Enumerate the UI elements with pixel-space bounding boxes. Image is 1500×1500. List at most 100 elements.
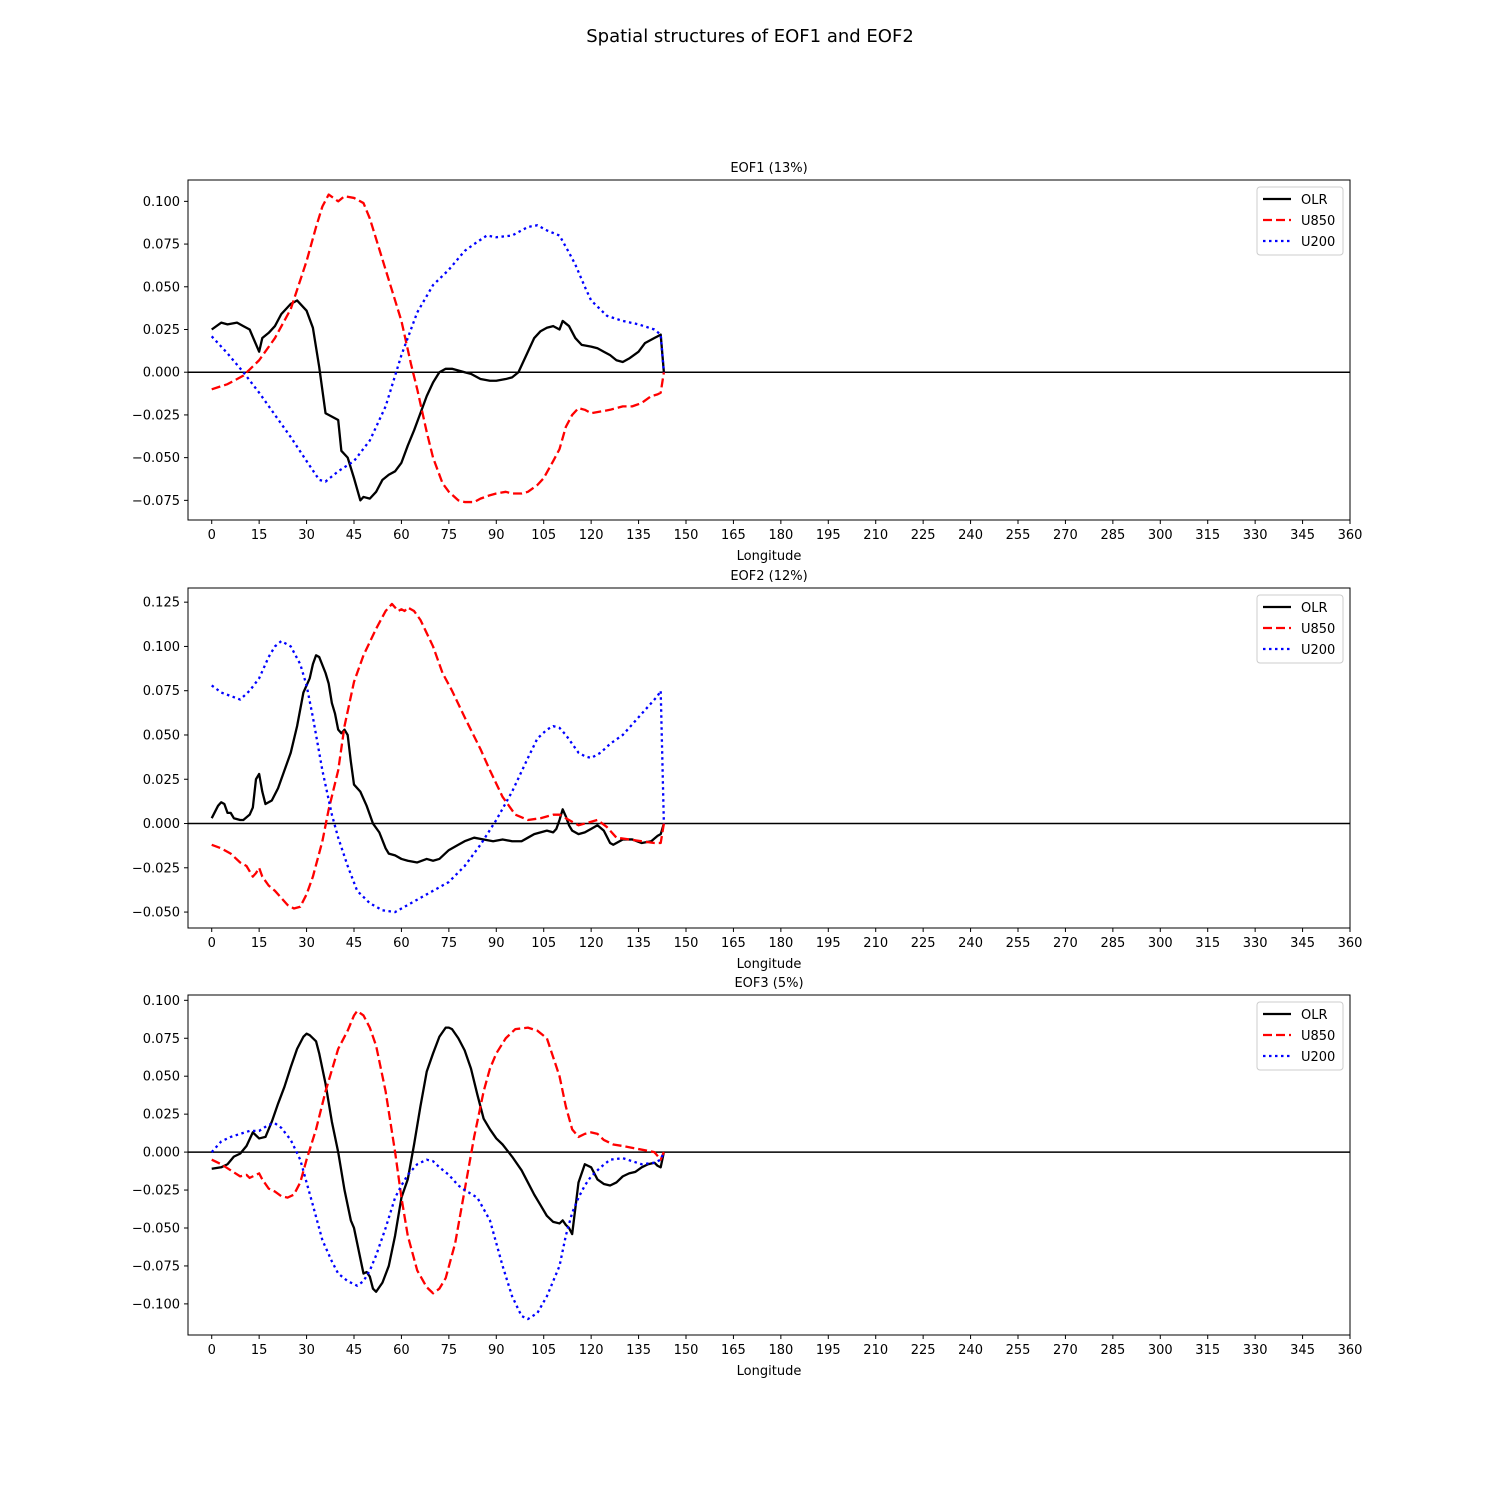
series-line-olr <box>211 1026 665 1293</box>
y-tick-label: −0.075 <box>132 494 180 509</box>
x-tick-label: 300 <box>1148 528 1173 543</box>
legend-label-u200: U200 <box>1301 235 1335 250</box>
x-tick-label: 120 <box>579 528 604 543</box>
y-tick-label: −0.050 <box>132 1221 180 1236</box>
legend: OLR U850 U200 <box>1256 1001 1344 1071</box>
series-line-u200 <box>210 1122 665 1321</box>
subplot-eof2: EOF2 (12%) 0 15 30 45 60 75 90 105 120 135 150 165 18… <box>132 569 1363 972</box>
y-tick-label: −0.100 <box>132 1297 180 1312</box>
x-tick-label: 315 <box>1195 528 1220 543</box>
y-tick-label: 0.075 <box>143 238 180 253</box>
x-axis-label: Longitude <box>737 549 802 564</box>
x-tick-label: 270 <box>1053 936 1078 951</box>
x-tick-label: 90 <box>488 936 505 951</box>
legend-label-u850: U850 <box>1301 1029 1335 1044</box>
x-tick-label: 210 <box>863 936 888 951</box>
y-tick-label: −0.025 <box>132 1184 180 1199</box>
x-tick-label: 180 <box>768 1343 793 1358</box>
x-tick-label: 225 <box>911 528 936 543</box>
y-tick-label: 0.100 <box>143 994 180 1009</box>
plot-area <box>188 1009 1350 1321</box>
y-tick-label: 0.025 <box>143 1108 180 1123</box>
x-tick-label: 195 <box>816 528 841 543</box>
x-tick-label: 255 <box>1006 528 1031 543</box>
x-tick-label: 0 <box>208 936 216 951</box>
y-tick-label: 0.025 <box>143 773 180 788</box>
axes-frame <box>187 994 1351 1336</box>
plot-area <box>188 602 1350 914</box>
x-tick-label: 195 <box>816 1343 841 1358</box>
x-tick-label: 45 <box>346 1343 363 1358</box>
series-line-olr <box>210 654 665 864</box>
x-tick-label: 15 <box>251 528 268 543</box>
legend: OLR U850 U200 <box>1256 186 1344 256</box>
x-tick-label: 45 <box>346 528 363 543</box>
legend-box <box>1256 594 1344 664</box>
x-tick-label: 30 <box>298 936 315 951</box>
x-tick-label: 210 <box>863 1343 888 1358</box>
x-tick-label: 15 <box>251 1343 268 1358</box>
y-tick-label: 0.050 <box>143 280 180 295</box>
y-tick-label: 0.000 <box>143 1146 180 1161</box>
x-tick-label: 165 <box>721 1343 746 1358</box>
legend-label-u850: U850 <box>1301 214 1335 229</box>
y-tick-label: 0.125 <box>143 596 180 611</box>
y-tick-label: 0.000 <box>143 817 180 832</box>
plot-area <box>188 193 1350 504</box>
x-tick-label: 165 <box>721 936 746 951</box>
x-tick-label: 105 <box>531 1343 556 1358</box>
x-tick-label: 240 <box>958 528 983 543</box>
y-tick-label: −0.050 <box>132 451 180 466</box>
x-tick-label: 150 <box>674 1343 699 1358</box>
subplot-title: EOF3 (5%) <box>734 976 803 991</box>
y-tick-label: 0.050 <box>143 1070 180 1085</box>
x-tick-label: 240 <box>958 936 983 951</box>
legend-label-u200: U200 <box>1301 1050 1335 1065</box>
legend-label-u850: U850 <box>1301 622 1335 637</box>
series-line-u850 <box>211 602 666 910</box>
x-tick-label: 330 <box>1243 936 1268 951</box>
y-tick-label: 0.050 <box>143 728 180 743</box>
x-tick-label: 165 <box>721 528 746 543</box>
axes-frame <box>187 179 1351 521</box>
x-tick-label: 330 <box>1243 528 1268 543</box>
x-tick-label: 240 <box>958 1343 983 1358</box>
x-tick-label: 0 <box>208 1343 216 1358</box>
legend: OLR U850 U200 <box>1256 594 1344 664</box>
x-tick-label: 180 <box>768 936 793 951</box>
x-tick-label: 150 <box>674 936 699 951</box>
y-tick-label: −0.075 <box>132 1259 180 1274</box>
x-axis-label: Longitude <box>737 1364 802 1379</box>
x-tick-label: 270 <box>1053 1343 1078 1358</box>
subplot-eof1: EOF1 (13%) 0 15 30 45 60 75 90 105 120 135 150 165 18… <box>132 161 1363 564</box>
x-tick-label: 45 <box>346 936 363 951</box>
x-tick-label: 180 <box>768 528 793 543</box>
x-tick-label: 300 <box>1148 1343 1173 1358</box>
x-tick-label: 135 <box>626 1343 651 1358</box>
legend-label-olr: OLR <box>1301 1008 1328 1023</box>
x-tick-label: 120 <box>579 936 604 951</box>
x-tick-label: 15 <box>251 936 268 951</box>
x-tick-label: 285 <box>1100 1343 1125 1358</box>
x-tick-label: 75 <box>441 1343 458 1358</box>
x-tick-label: 135 <box>626 528 651 543</box>
x-tick-label: 105 <box>531 528 556 543</box>
x-tick-label: 30 <box>298 528 315 543</box>
x-tick-label: 30 <box>298 1343 315 1358</box>
series-line-u200 <box>211 639 666 914</box>
x-tick-label: 360 <box>1338 1343 1363 1358</box>
x-tick-label: 75 <box>441 936 458 951</box>
x-tick-label: 345 <box>1290 936 1315 951</box>
subplot-title: EOF2 (12%) <box>730 569 807 584</box>
x-tick-label: 300 <box>1148 936 1173 951</box>
x-tick-label: 255 <box>1006 936 1031 951</box>
x-tick-label: 60 <box>393 936 410 951</box>
y-tick-label: 0.025 <box>143 323 180 338</box>
x-tick-label: 135 <box>626 936 651 951</box>
series-line-u850 <box>211 193 666 504</box>
x-tick-label: 195 <box>816 936 841 951</box>
y-tick-label: −0.025 <box>132 861 180 876</box>
x-tick-label: 150 <box>674 528 699 543</box>
x-tick-label: 225 <box>911 936 936 951</box>
